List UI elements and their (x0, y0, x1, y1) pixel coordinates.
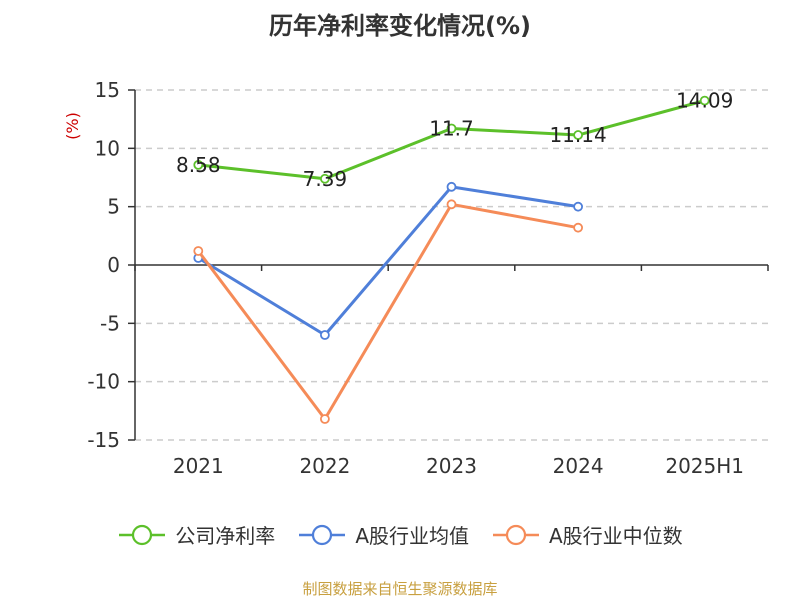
y-tick-label: 0 (107, 253, 120, 277)
y-tick-label: -5 (100, 311, 120, 335)
legend-label: A股行业中位数 (549, 524, 683, 548)
x-tick-label: 2024 (553, 454, 604, 478)
data-label: 11.14 (549, 123, 606, 147)
legend-line-circle-icon (119, 524, 166, 545)
series-point-0 (573, 130, 583, 140)
series-point-1 (573, 201, 583, 212)
data-label: 14.09 (676, 89, 733, 113)
series-point-1 (446, 181, 457, 192)
data-label: 8.58 (176, 153, 221, 177)
legend-label: 公司净利率 (175, 524, 276, 548)
series-point-0 (699, 95, 710, 106)
chart-title: 历年净利率变化情况(%) (269, 12, 531, 40)
series-point-1 (319, 330, 330, 340)
line-chart: -15 -10 -5 0 5 10 15 2021 2022 2023 2024 2025H1 (%) 8… (63, 78, 769, 478)
legend: 公司净利率 A股行业均值 A股行业中位数 (0, 520, 800, 549)
series-point-2 (319, 414, 330, 424)
y-tick-label: 10 (95, 136, 120, 160)
y-tick-label: 5 (107, 195, 120, 219)
legend-line-circle-icon (299, 524, 346, 545)
y-tick-label: 15 (95, 78, 120, 102)
y-axis-label: (%) (63, 112, 82, 140)
legend-item[interactable]: A股行业中位数 (491, 520, 683, 549)
data-label: 11.7 (429, 117, 474, 141)
y-tick-label: -15 (87, 428, 120, 452)
series-line-2 (197, 202, 579, 421)
legend-item[interactable]: A股行业均值 (297, 520, 469, 549)
data-label: 7.39 (303, 167, 348, 191)
series-point-0 (193, 159, 204, 170)
series-point-0 (446, 123, 457, 134)
x-tick-label: 2023 (426, 454, 477, 478)
legend-label: A股行业均值 (355, 524, 469, 548)
series-point-0 (319, 173, 330, 184)
source-note: 制图数据来自恒生聚源数据库 (302, 580, 498, 598)
legend-item[interactable]: 公司净利率 (117, 520, 275, 549)
x-tick-label: 2025H1 (665, 454, 744, 478)
series-point-2 (446, 199, 457, 210)
legend-line-circle-icon (493, 524, 539, 545)
series-line-1 (197, 185, 579, 337)
series-point-2 (193, 246, 204, 256)
series-point-2 (573, 222, 583, 233)
y-tick-label: -10 (87, 370, 120, 394)
x-tick-label: 2021 (173, 454, 224, 478)
x-tick-label: 2022 (299, 454, 350, 478)
